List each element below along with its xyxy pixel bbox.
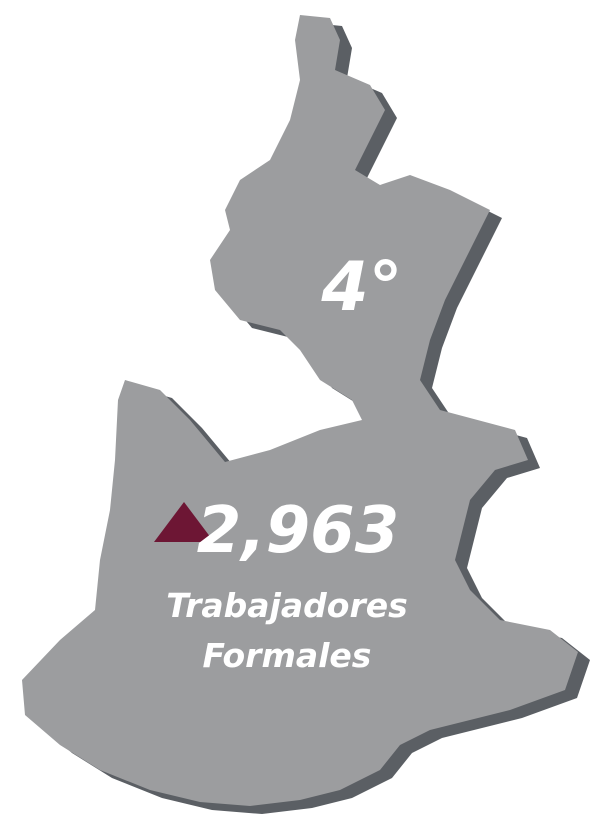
region-fill <box>22 15 578 806</box>
rank: 4° <box>320 248 402 327</box>
increase-arrow <box>154 502 214 542</box>
label-line: Trabajadores <box>166 586 408 625</box>
value: 2,963 <box>197 494 399 568</box>
label-line: Formales <box>203 636 372 675</box>
region-shape <box>22 15 590 814</box>
